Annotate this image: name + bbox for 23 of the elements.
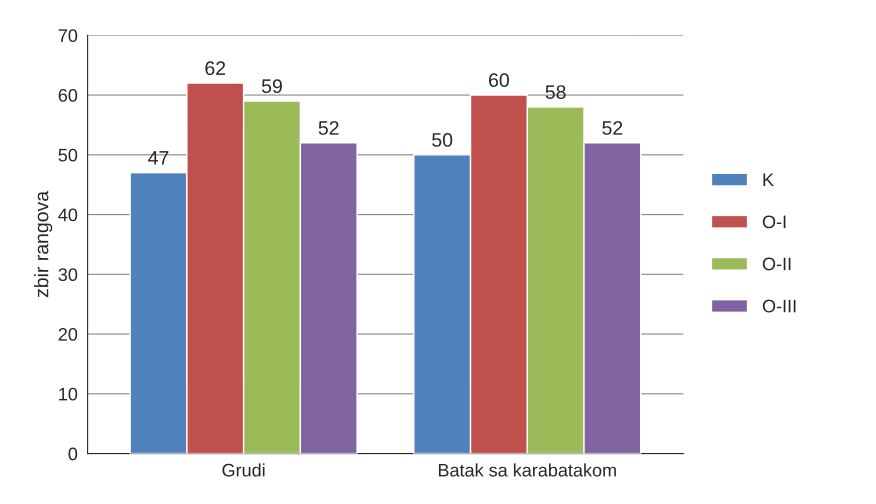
legend-label: O-III [762,300,796,312]
data-label: 47 [148,151,168,165]
data-label: 62 [205,61,226,76]
legend-label: K [763,174,774,186]
legend-label: O-I [762,215,786,228]
y-tick-label: 20 [58,328,78,341]
legend-label: O-II [762,258,790,270]
data-label: 50 [432,133,452,147]
x-tick-label: Grudi [222,463,264,477]
y-axis-title: zbir rangova [34,190,52,298]
y-tick-label: 10 [59,388,78,401]
data-label: 60 [489,73,509,88]
data-label: 52 [318,121,339,135]
y-tick-label: 0 [68,448,78,460]
x-tick-label: Batak sa karabatakom [438,463,616,477]
data-label: 52 [602,121,622,135]
y-tick-label: 30 [58,268,78,282]
y-tick-label: 70 [58,29,78,42]
data-label: 58 [546,85,566,99]
data-label: 59 [262,79,282,94]
y-tick-label: 60 [58,88,78,102]
y-tick-label: 50 [58,148,78,162]
y-tick-label: 40 [58,208,78,222]
